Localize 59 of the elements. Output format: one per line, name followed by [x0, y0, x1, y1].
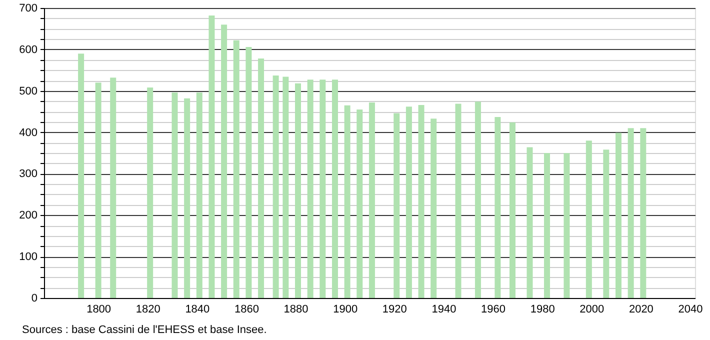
bar	[332, 80, 338, 298]
bar	[208, 15, 215, 298]
bar	[603, 150, 610, 298]
bar	[233, 40, 240, 298]
source-note: Sources : base Cassini de l'EHESS et base Insee.	[22, 324, 267, 336]
x-tick-label: 1880	[284, 304, 308, 316]
bar	[509, 122, 516, 298]
y-tick-label: 100	[19, 251, 38, 264]
bar	[147, 88, 154, 298]
bar	[295, 83, 302, 298]
x-tick-label: 1980	[530, 304, 555, 316]
bar	[586, 140, 592, 298]
x-tick-label: 1920	[382, 304, 407, 316]
bar	[246, 46, 252, 298]
x-tick-label: 1940	[432, 304, 456, 316]
y-tick-label: 500	[19, 85, 38, 98]
bar	[474, 102, 481, 298]
bar	[564, 153, 570, 298]
bar	[307, 80, 314, 298]
bar	[282, 76, 289, 298]
bar	[196, 92, 202, 298]
bar	[394, 113, 400, 298]
bar	[455, 104, 462, 298]
x-tick-label: 1960	[481, 304, 506, 316]
x-tick-label: 1900	[333, 304, 358, 316]
x-tick-label: 2040	[678, 304, 703, 316]
bar	[544, 153, 550, 298]
bar	[110, 78, 116, 298]
bar	[184, 98, 190, 298]
bar	[526, 147, 533, 298]
bar	[320, 80, 326, 298]
bar	[221, 24, 228, 298]
x-tick-label: 1860	[234, 304, 259, 316]
bar	[356, 110, 363, 298]
bar	[430, 118, 437, 298]
bar	[418, 104, 424, 298]
y-tick-label: 700	[19, 2, 38, 14]
y-tick-label: 600	[19, 44, 38, 56]
bar	[95, 82, 102, 298]
x-tick-label: 2020	[628, 304, 654, 316]
y-tick-label: 200	[19, 210, 38, 222]
x-tick-label: 1820	[136, 304, 160, 316]
bar	[406, 106, 412, 298]
y-tick-label: 0	[31, 292, 38, 304]
bar	[640, 128, 646, 298]
bar	[616, 132, 622, 298]
y-tick-label: 400	[19, 126, 38, 139]
bar	[258, 58, 264, 298]
x-tick-label: 2000	[580, 304, 604, 316]
x-tick-label: 1840	[185, 304, 210, 316]
bar	[628, 128, 634, 298]
bar	[172, 92, 178, 298]
bar	[78, 54, 84, 298]
bar	[344, 105, 350, 298]
bar	[368, 102, 375, 298]
x-tick-label: 1800	[86, 304, 112, 316]
bar	[494, 116, 501, 298]
y-tick-label: 300	[19, 168, 38, 180]
bar	[272, 76, 279, 298]
